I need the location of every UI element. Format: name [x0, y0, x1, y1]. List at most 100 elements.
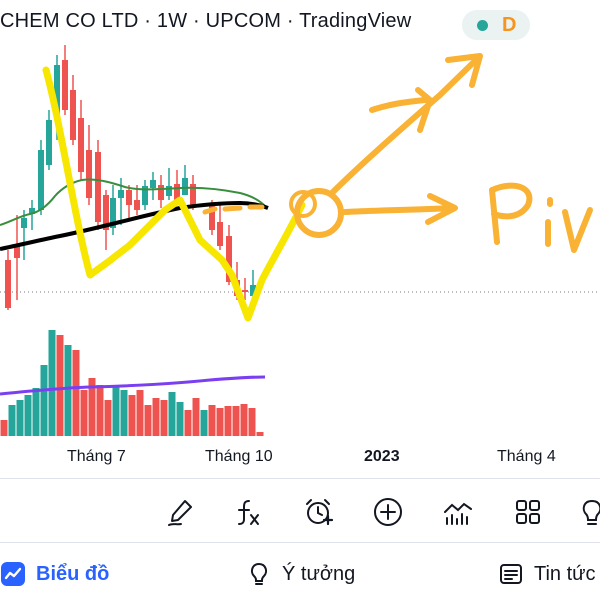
annotation-arrow-right: [342, 193, 458, 225]
annotation-pivot-small-circle: [289, 190, 317, 218]
volume-bar: [128, 395, 136, 436]
ideas-toolbar-button[interactable]: [574, 494, 600, 530]
volume-bar: [256, 432, 264, 436]
market-status-pill[interactable]: D: [462, 10, 530, 40]
candle-body: [209, 206, 215, 230]
candle-body: [226, 236, 232, 282]
candle-body: [95, 152, 101, 222]
volume-bar: [184, 410, 192, 436]
candle-body: [5, 260, 11, 308]
draw-brush-icon: [168, 500, 192, 526]
add-circle-icon: [374, 498, 402, 526]
add-button[interactable]: [370, 494, 406, 530]
volume-bar: [160, 400, 168, 436]
chart-tab-icon: [1, 562, 25, 586]
volume-average-line: [0, 375, 266, 396]
timeframe-letter: D: [502, 14, 517, 36]
nav-news-label: Tin tức: [534, 562, 596, 585]
annotation-arrow-upper-head: [369, 87, 433, 133]
volume-bar: [120, 390, 128, 436]
volume-bar: [88, 378, 96, 436]
volume-bar: [152, 398, 160, 436]
moving-average-black-line: [0, 200, 269, 251]
price-chart[interactable]: [0, 0, 600, 478]
handwritten-annotation: [42, 53, 593, 322]
candle-body: [46, 120, 52, 165]
toolbar-top-divider: [0, 478, 600, 479]
candle-body: [134, 200, 140, 210]
volume-bar: [72, 350, 80, 436]
candle-body: [62, 60, 68, 110]
volume-bar: [104, 400, 112, 436]
candle-body: [190, 184, 196, 205]
candle-body: [182, 178, 188, 195]
alert-clock-icon: [306, 499, 334, 526]
candle-body: [126, 190, 132, 205]
ideas-lightbulb-icon: [250, 562, 268, 585]
annotation-arrow-upper: [329, 53, 483, 196]
layout-grid-icon: [516, 500, 540, 524]
volume-bar: [248, 408, 256, 436]
volume-bar: [200, 410, 208, 436]
nav-ideas-tab[interactable]: Ý tưởng: [246, 558, 355, 590]
volume-bar: [136, 390, 144, 436]
market-status-dot-icon: [477, 20, 488, 31]
volume-bar: [40, 365, 48, 436]
volume-bar: [80, 390, 88, 436]
alert-button[interactable]: [300, 494, 336, 530]
volume-bar: [64, 345, 72, 436]
volume-bar: [24, 395, 32, 436]
time-axis-label: Tháng 10: [205, 448, 273, 465]
volume-bar: [224, 406, 232, 436]
nav-chart-tab[interactable]: Biểu đồ: [0, 558, 109, 590]
candle-body: [86, 150, 92, 198]
annotation-pivot-circle: [294, 188, 344, 238]
volume-bar: [208, 405, 216, 436]
candle-body: [38, 150, 44, 210]
time-axis-label: Tháng 4: [497, 448, 556, 465]
news-icon: [500, 564, 522, 584]
function-fx-icon: [238, 500, 259, 525]
candle-body: [54, 65, 60, 120]
annotation-dashes: [202, 204, 265, 215]
volume-bar: [56, 335, 64, 436]
annotation-letter-i: [545, 197, 553, 247]
lightbulb-icon: [582, 499, 600, 525]
nav-news-tab[interactable]: Tin tức: [498, 558, 596, 590]
annotation-letter-p: [489, 182, 533, 245]
candle-body: [78, 118, 84, 172]
moving-average-green-line: [0, 178, 266, 226]
candle-body: [110, 198, 116, 228]
indicators-button[interactable]: [440, 494, 476, 530]
candle-body: [150, 180, 156, 188]
draw-brush-button[interactable]: [162, 494, 198, 530]
volume-bar: [232, 406, 240, 436]
volume-bar: [48, 330, 56, 436]
volume-bar: [16, 400, 24, 436]
volume-bar: [192, 398, 200, 436]
time-axis-label: 2023: [364, 448, 400, 465]
candle-body: [21, 218, 27, 228]
symbol-header-title: CHEM CO LTD · 1W · UPCOM · TradingView: [0, 10, 412, 32]
candle-body: [103, 195, 109, 230]
candle-body: [29, 208, 35, 214]
candle-body: [217, 222, 223, 246]
volume-bar: [240, 404, 248, 436]
volume-bar: [8, 405, 16, 436]
candle-body: [118, 190, 124, 198]
volume-bar: [112, 385, 120, 436]
candle-body: [158, 185, 164, 200]
layout-button[interactable]: [510, 494, 546, 530]
candle-body: [70, 90, 76, 140]
indicators-icon: [444, 502, 472, 525]
function-fx-button[interactable]: [230, 494, 266, 530]
nav-chart-label: Biểu đồ: [36, 562, 110, 585]
volume-bar: [176, 402, 184, 436]
candle-body: [174, 184, 180, 200]
nav-ideas-label: Ý tưởng: [282, 562, 356, 585]
candlestick-series: [5, 45, 256, 310]
volume-bar: [216, 408, 224, 436]
volume-bar: [0, 420, 8, 436]
annotation-letter-v: [562, 207, 593, 253]
volume-bar: [32, 388, 40, 436]
